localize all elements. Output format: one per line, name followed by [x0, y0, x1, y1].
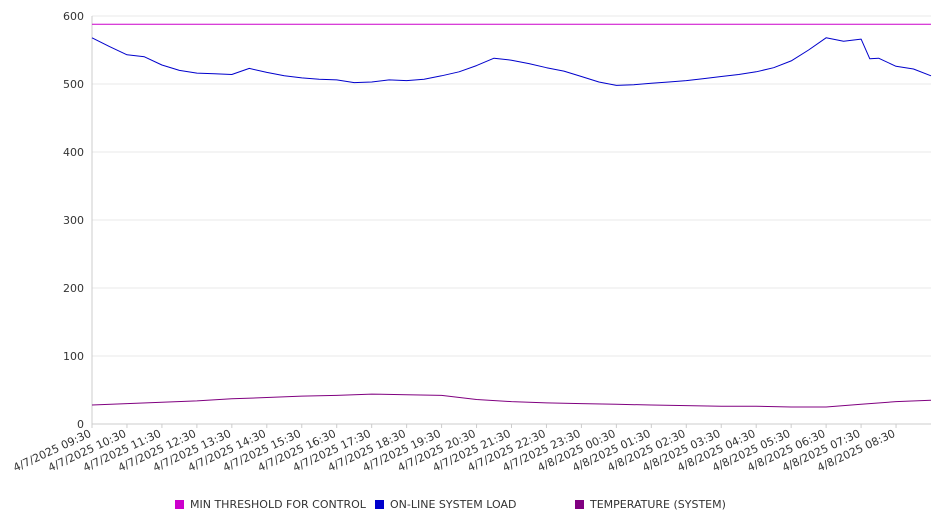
x-axis-tick-labels: 4/7/2025 09:304/7/2025 10:304/7/2025 11:…: [11, 427, 897, 475]
y-tick-label: 400: [63, 146, 84, 159]
y-tick-label: 200: [63, 282, 84, 295]
y-tick-label: 300: [63, 214, 84, 227]
grid-lines: [92, 15, 931, 357]
legend-swatch-min-threshold: [175, 500, 184, 509]
series-line-1: [91, 37, 932, 86]
y-tick-label: 0: [77, 418, 84, 431]
series-lines: [91, 23, 932, 408]
legend-swatch-temperature: [575, 500, 584, 509]
series-line-2: [91, 393, 932, 408]
legend-item-temperature[interactable]: TEMPERATURE (SYSTEM): [575, 498, 726, 511]
legend-item-system-load[interactable]: ON-LINE SYSTEM LOAD: [375, 498, 516, 511]
y-axis-tick-labels: 0 100 200 300 400 500 600: [63, 10, 84, 431]
legend-swatch-system-load: [375, 500, 384, 509]
legend-label-system-load: ON-LINE SYSTEM LOAD: [390, 498, 517, 511]
legend-item-min-threshold[interactable]: MIN THRESHOLD FOR CONTROL: [175, 498, 366, 511]
axes: [91, 16, 931, 428]
chart-legend: MIN THRESHOLD FOR CONTROL ON-LINE SYSTEM…: [0, 498, 946, 518]
y-tick-label: 500: [63, 78, 84, 91]
legend-label-temperature: TEMPERATURE (SYSTEM): [590, 498, 726, 511]
y-tick-label: 600: [63, 10, 84, 23]
legend-label-min-threshold: MIN THRESHOLD FOR CONTROL: [190, 498, 366, 511]
y-tick-label: 100: [63, 350, 84, 363]
